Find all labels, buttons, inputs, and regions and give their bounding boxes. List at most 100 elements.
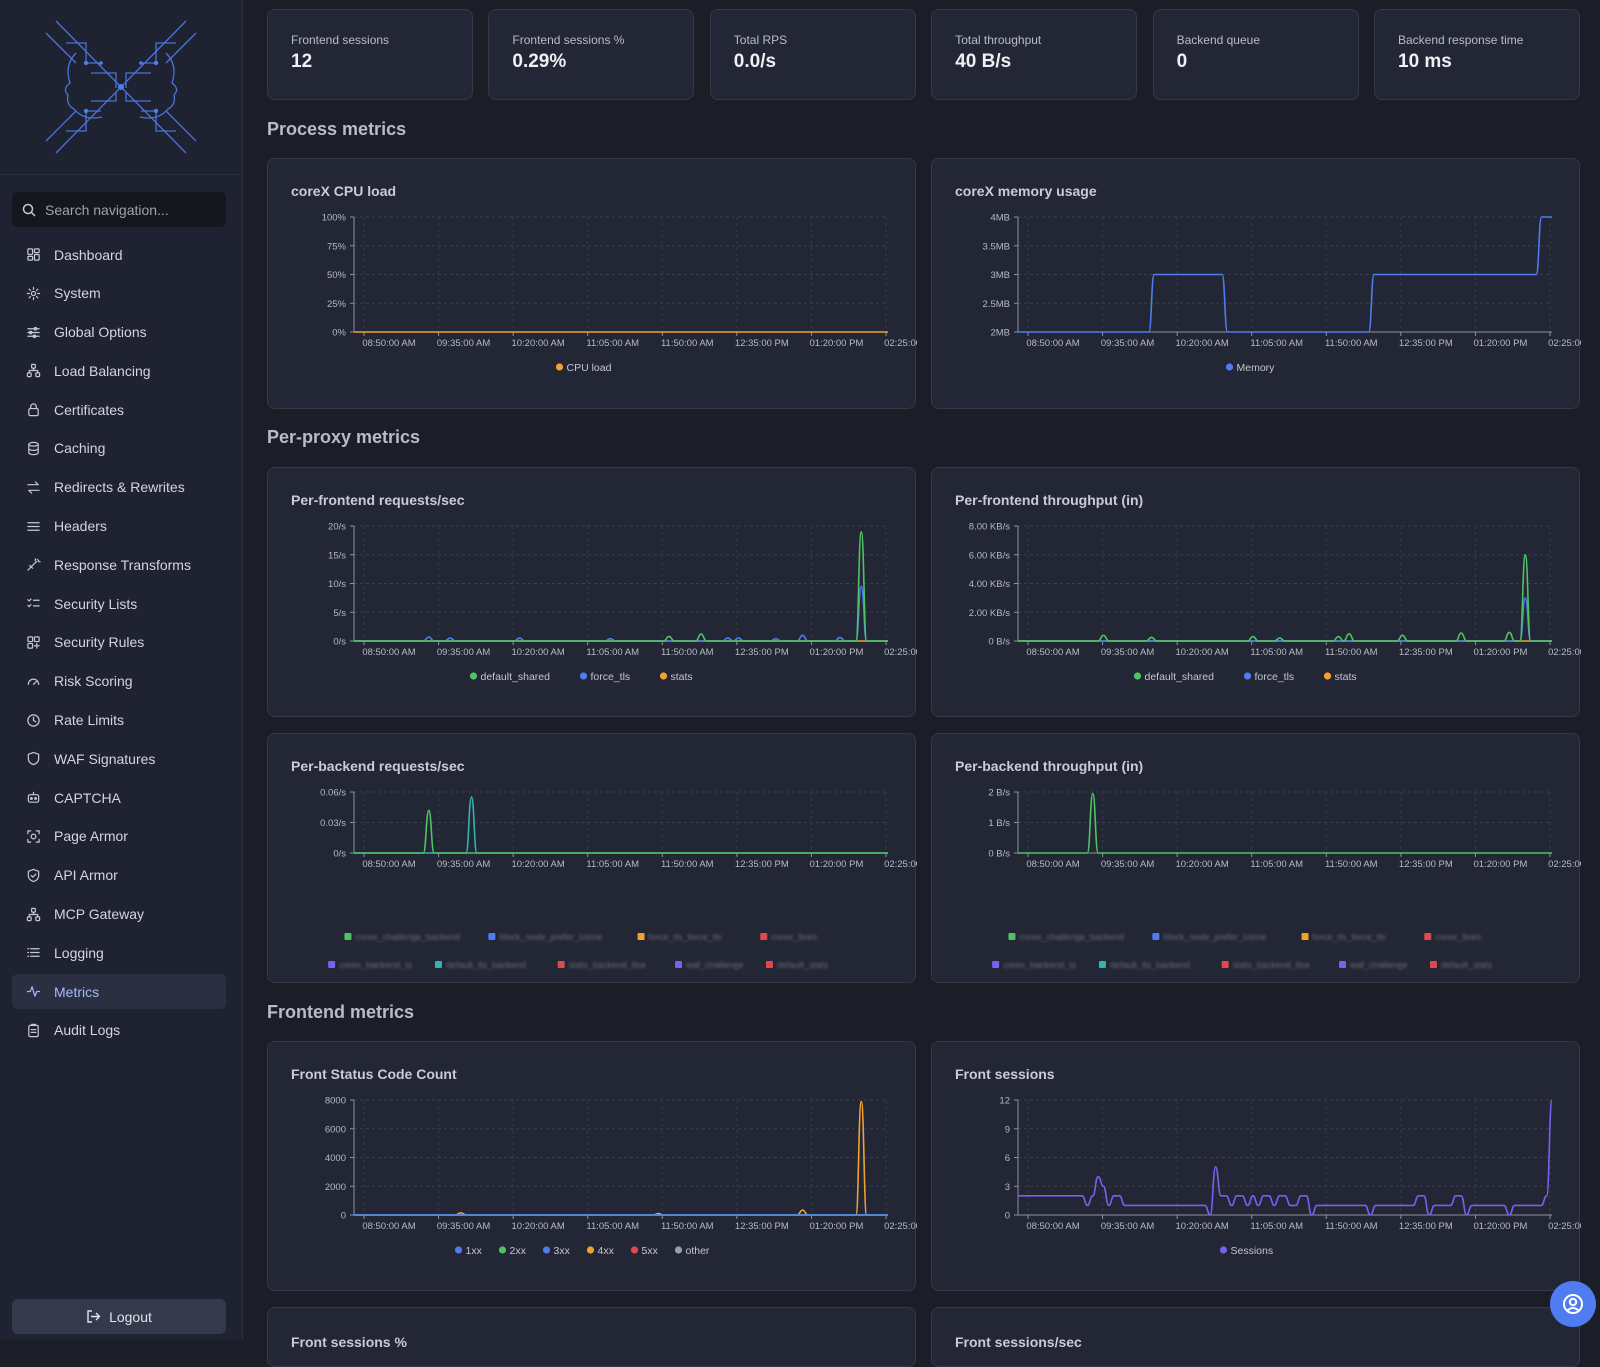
chart-title: Per-frontend throughput (in) <box>955 492 1144 508</box>
y-tick-label: 100% <box>322 213 347 224</box>
x-tick-label: 10:20:00 AM <box>1175 338 1228 349</box>
sidebar-item-security-rules[interactable]: Security Rules <box>12 625 226 660</box>
legend-label[interactable]: default_shared <box>1145 671 1215 683</box>
series-line <box>1018 216 1552 333</box>
logout-label: Logout <box>109 1308 152 1325</box>
x-tick-label: 09:35:00 AM <box>1101 647 1154 658</box>
sidebar-item-rate-limits[interactable]: Rate Limits <box>12 703 226 738</box>
support-button[interactable] <box>1550 1281 1596 1327</box>
x-tick-label: 12:35:00 PM <box>1399 647 1453 658</box>
dashboard-icon <box>27 248 40 261</box>
legend-label[interactable]: force_tls_force_tls <box>1313 932 1387 942</box>
y-tick-label: 0/s <box>333 849 346 860</box>
sidebar-item-certificates[interactable]: Certificates <box>12 392 226 427</box>
sidebar-item-page-armor[interactable]: Page Armor <box>12 819 226 854</box>
sliders-icon <box>27 326 40 338</box>
series-line <box>353 809 888 854</box>
y-tick-label: 8000 <box>325 1096 346 1107</box>
menu-icon <box>27 521 40 531</box>
y-tick-label: 3 <box>1005 1182 1010 1193</box>
legend-label[interactable]: stats <box>671 671 693 683</box>
logout-button[interactable]: Logout <box>12 1299 226 1334</box>
x-tick-label: 02:25:00 PM <box>1548 859 1581 870</box>
sidebar-item-system[interactable]: System <box>12 276 226 311</box>
legend-label[interactable]: default_tls_backend <box>446 960 526 970</box>
sidebar-item-audit-logs[interactable]: Audit Logs <box>12 1013 226 1048</box>
chart-svg: 8.00 KB/s 6.00 KB/s 4.00 KB/s 2.00 KB/s 0 B/… <box>969 522 1581 684</box>
legend-label[interactable]: default_shared <box>481 671 551 683</box>
legend-label[interactable]: force_tls <box>1255 671 1295 683</box>
search-input[interactable] <box>45 201 215 218</box>
sidebar-item-label: Load Balancing <box>54 362 151 379</box>
sidebar-item-redirects-rewrites[interactable]: Redirects & Rewrites <box>12 470 226 505</box>
legend-swatch <box>454 1246 463 1254</box>
legend-label[interactable]: default_stats <box>777 960 829 970</box>
legend-label[interactable]: default_tls_backend <box>1110 960 1190 970</box>
sidebar-item-risk-scoring[interactable]: Risk Scoring <box>12 664 226 699</box>
lock-icon <box>28 403 39 417</box>
logout-icon <box>87 1310 101 1323</box>
legend-label[interactable]: CPU load <box>567 362 612 374</box>
sidebar-item-response-transforms[interactable]: Response Transforms <box>12 547 226 582</box>
series-line <box>353 796 888 854</box>
sidebar-item-caching[interactable]: Caching <box>12 431 226 466</box>
sidebar-item-dashboard[interactable]: Dashboard <box>12 237 226 272</box>
legend-label[interactable]: block_node_prefer_iclone <box>1163 932 1266 942</box>
legend-label[interactable]: Memory <box>1237 362 1276 374</box>
y-tick-label: 8.00 KB/s <box>969 522 1010 533</box>
legend-label[interactable]: 3xx <box>554 1245 571 1257</box>
legend-label[interactable]: 5xx <box>642 1245 659 1257</box>
legend-label[interactable]: corex_challenge_backend <box>355 932 460 942</box>
y-tick-label: 12 <box>999 1096 1010 1107</box>
sidebar-item-logging[interactable]: Logging <box>12 935 226 970</box>
sidebar-item-headers[interactable]: Headers <box>12 509 226 544</box>
chart-title: Per-frontend requests/sec <box>291 492 465 508</box>
shield-check-icon <box>27 868 40 882</box>
sidebar-item-load-balancing[interactable]: Load Balancing <box>12 353 226 388</box>
legend-label[interactable]: corex_backend_ts <box>339 960 413 970</box>
legend-label[interactable]: corex_fines <box>1435 932 1482 942</box>
lifebuoy-icon <box>1563 1294 1583 1314</box>
sidebar-item-waf-signatures[interactable]: WAF Signatures <box>12 741 226 776</box>
legend-label[interactable]: default_stats <box>1441 960 1493 970</box>
legend-label[interactable]: waf_challenge <box>685 960 744 970</box>
legend-label[interactable]: Sessions <box>1231 1245 1274 1257</box>
x-tick-label: 10:20:00 AM <box>511 338 564 349</box>
series-line <box>1018 597 1552 642</box>
chart-card-cpu: coreX CPU load 100% 75% 50% 25% 0% 08:50:00 AM… <box>267 158 917 409</box>
sidebar-item-metrics[interactable]: Metrics <box>12 974 226 1010</box>
search-box[interactable] <box>12 192 226 227</box>
legend-label[interactable]: stats <box>1335 671 1357 683</box>
legend-label[interactable]: corex_backend_ts <box>1003 960 1077 970</box>
legend-label[interactable]: 2xx <box>510 1245 527 1257</box>
legend-label[interactable]: stats_backend_tlsa <box>569 960 646 970</box>
legend-label[interactable]: 1xx <box>466 1245 483 1257</box>
legend-swatch <box>555 363 564 371</box>
y-tick-label: 0% <box>332 328 346 339</box>
legend-label[interactable]: waf_challenge <box>1349 960 1408 970</box>
sidebar-item-label: Dashboard <box>54 246 123 263</box>
legend-label[interactable]: force_tls_force_tls <box>649 932 723 942</box>
legend-label[interactable]: force_tls <box>591 671 631 683</box>
legend-swatch <box>434 961 442 968</box>
section-title-frontend: Frontend metrics <box>267 1002 415 1022</box>
legend-label[interactable]: stats_backend_tlsa <box>1233 960 1310 970</box>
kpi-card: Total throughput 40 B/s <box>931 9 1138 100</box>
legend-label[interactable]: block_node_prefer_iclone <box>499 932 602 942</box>
legend-label[interactable]: other <box>686 1245 710 1257</box>
sidebar-item-label: Logging <box>54 944 104 961</box>
sidebar-item-captcha[interactable]: CAPTCHA <box>12 780 226 815</box>
y-tick-label: 3MB <box>990 270 1010 281</box>
sidebar-item-api-armor[interactable]: API Armor <box>12 858 226 893</box>
legend-label[interactable]: corex_challenge_backend <box>1019 932 1124 942</box>
sidebar-item-mcp-gateway[interactable]: MCP Gateway <box>12 897 226 932</box>
kpi-label: Total RPS <box>733 33 788 47</box>
legend-label[interactable]: corex_fines <box>771 932 818 942</box>
x-tick-label: 11:50:00 AM <box>1325 338 1378 349</box>
x-tick-label: 09:35:00 AM <box>437 647 490 658</box>
sidebar-item-global-options[interactable]: Global Options <box>12 315 226 350</box>
sidebar-item-security-lists[interactable]: Security Lists <box>12 586 226 621</box>
kpi-value: 40 B/s <box>955 51 1012 72</box>
legend-swatch <box>586 1246 595 1254</box>
legend-label[interactable]: 4xx <box>598 1245 615 1257</box>
